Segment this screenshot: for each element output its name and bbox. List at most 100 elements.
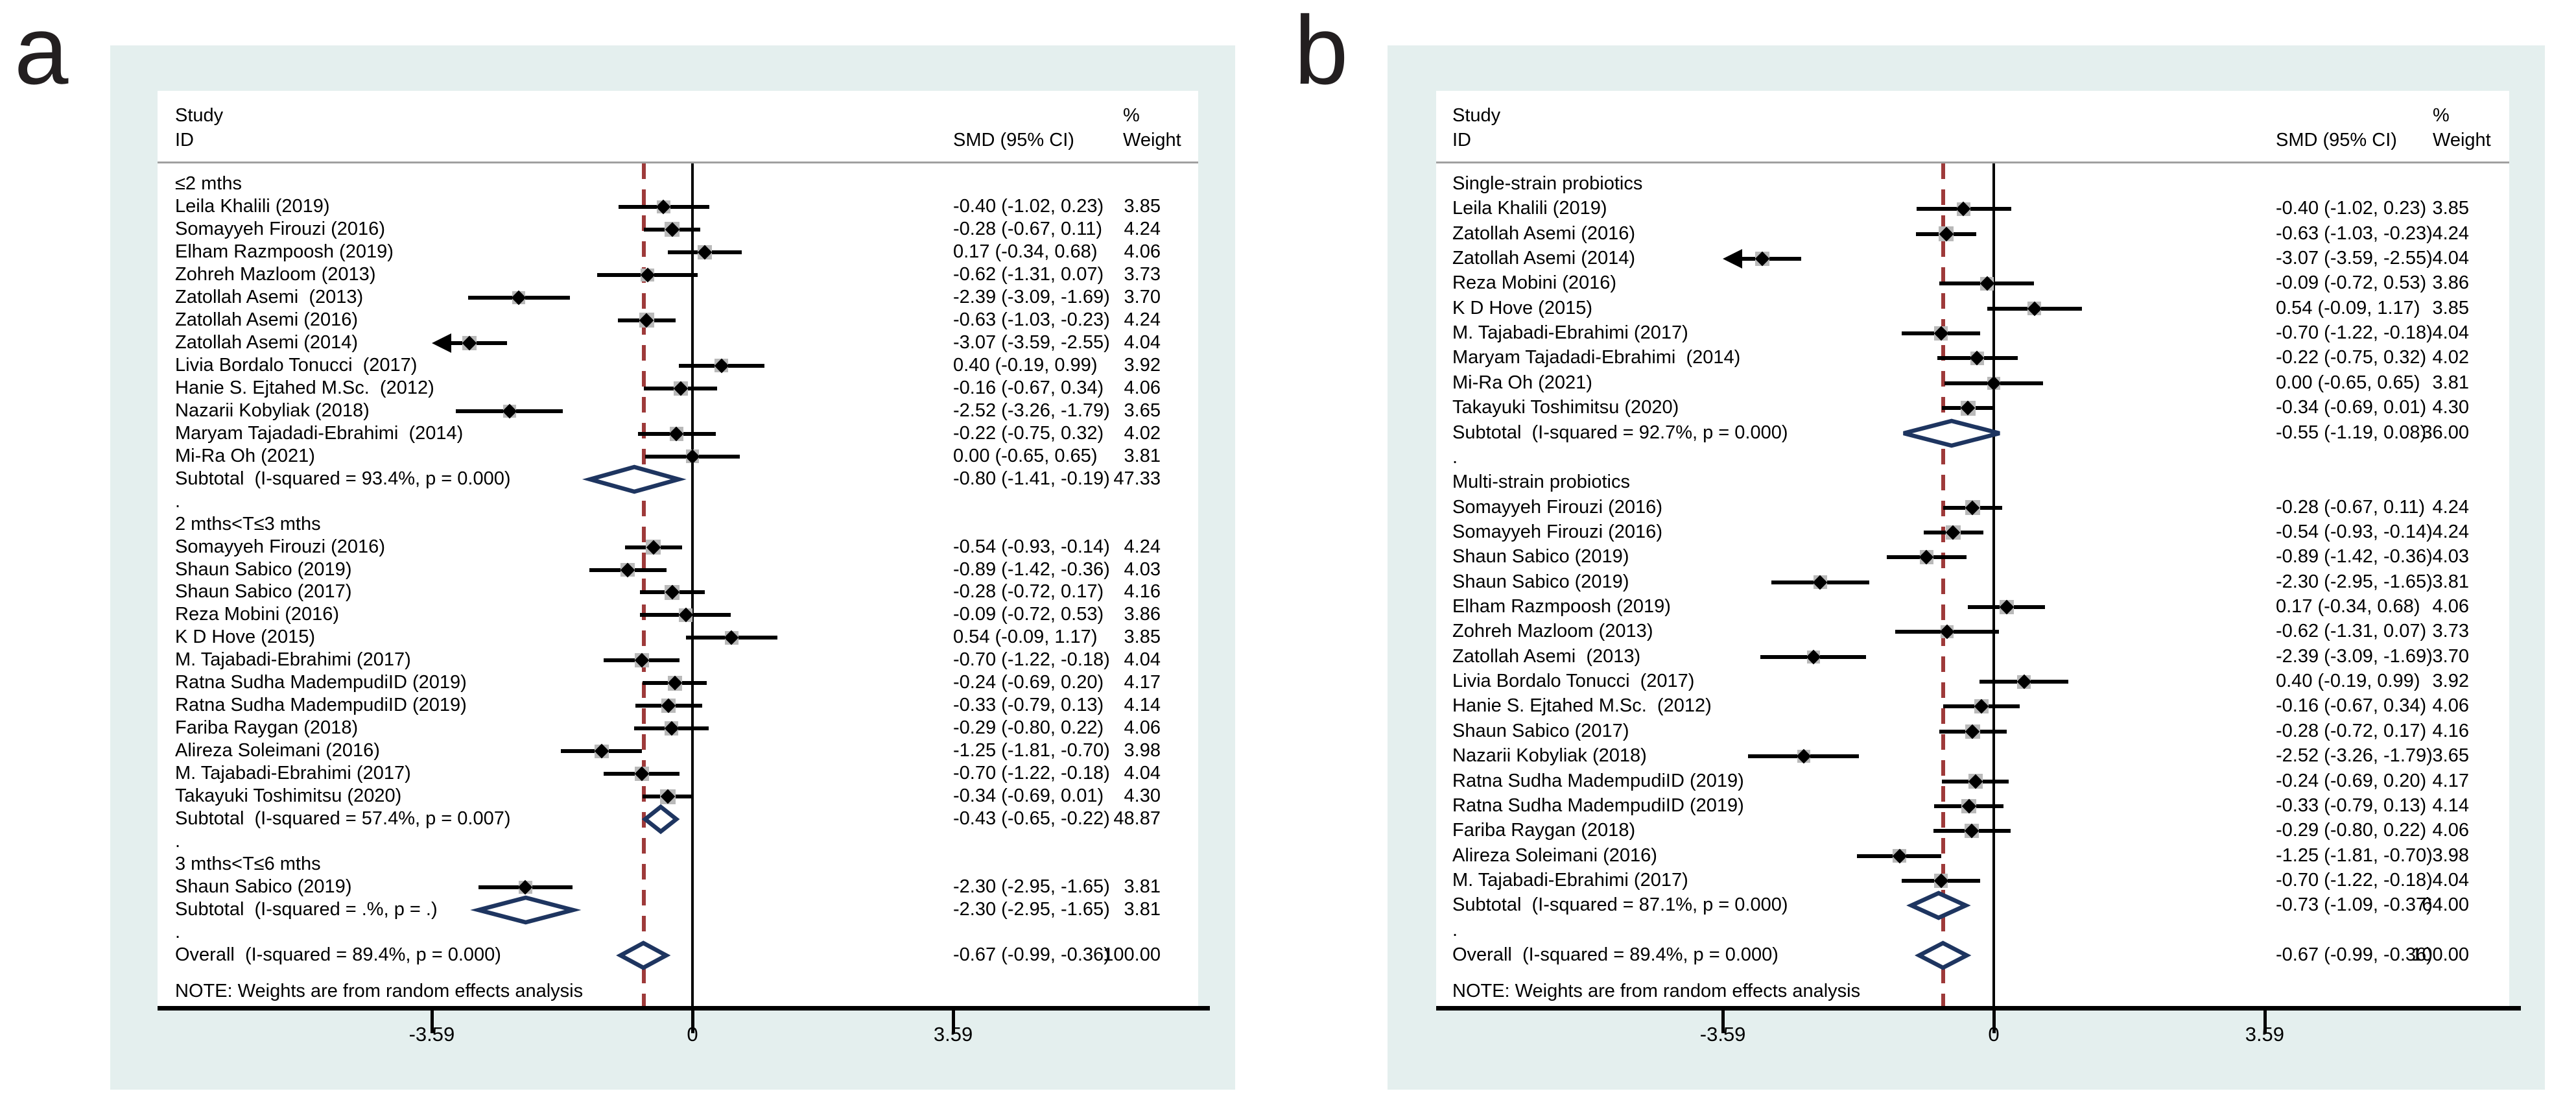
header-smd-ci: SMD (95% CI) <box>2276 130 2397 150</box>
subtotal-diamond <box>469 895 582 925</box>
study-label: Zatollah Asemi (2014) <box>1452 248 1636 269</box>
smd-ci-value: -0.62 (-1.31, 0.07) <box>2276 621 2427 642</box>
weight-value: 3.98 <box>2432 844 2469 866</box>
study-label: Livia Bordalo Tonucci (2017) <box>175 354 418 376</box>
weight-value: 4.04 <box>1124 763 1161 784</box>
weight-value: 3.85 <box>2432 198 2469 219</box>
axis-tick <box>430 1010 434 1033</box>
weight-value: 3.98 <box>1124 740 1161 761</box>
weight-value: 4.24 <box>2432 496 2469 518</box>
null-effect-line <box>1992 163 1995 1006</box>
weight-value: 4.06 <box>2432 695 2469 717</box>
smd-ci-value: -0.28 (-0.67, 0.11) <box>2276 496 2425 518</box>
weight-value: 4.24 <box>1124 536 1161 557</box>
study-label: Nazarii Kobyliak (2018) <box>175 400 370 421</box>
smd-ci-value: -0.33 (-0.79, 0.13) <box>953 695 1104 716</box>
study-label: Ratna Sudha MadempudiID (2019) <box>1452 795 1744 816</box>
smd-ci-value: -0.63 (-1.03, -0.23) <box>953 309 1110 330</box>
weight-value: 4.17 <box>2432 770 2469 791</box>
axis-tick-label: 0 <box>1988 1023 2000 1046</box>
subtotal-label: Subtotal (I-squared = .%, p = .) <box>175 899 438 920</box>
header-separator <box>1436 162 2509 163</box>
separator-dot: . <box>1452 919 1458 940</box>
null-effect-line <box>691 163 694 1006</box>
smd-ci-value: -0.09 (-0.72, 0.53) <box>953 604 1104 625</box>
study-label: M. Tajabadi-Ebrahimi (2017) <box>175 649 411 671</box>
weight-value: 4.16 <box>1124 581 1161 603</box>
study-label: Leila Khalili (2019) <box>1452 198 1607 219</box>
weight-value: 3.81 <box>1124 899 1161 920</box>
study-label: K D Hove (2015) <box>1452 297 1592 318</box>
panel-a-letter: a <box>14 0 69 104</box>
smd-ci-value: -0.34 (-0.69, 0.01) <box>953 785 1104 807</box>
ci-line <box>448 341 508 345</box>
overall-diamond <box>616 940 671 970</box>
weight-value: 4.02 <box>2432 347 2469 368</box>
header-weight: Weight <box>1123 130 1181 150</box>
smd-ci-value: 0.17 (-0.34, 0.68) <box>2276 596 2420 617</box>
weight-value: 3.81 <box>1124 876 1161 898</box>
weight-value: 3.92 <box>1124 354 1161 376</box>
weight-value: 47.33 <box>1113 468 1161 489</box>
weight-value: 64.00 <box>2422 894 2469 916</box>
weight-value: 3.65 <box>2432 745 2469 767</box>
study-label: Elham Razmpoosh (2019) <box>1452 596 1671 617</box>
study-label: Fariba Raygan (2018) <box>1452 820 1636 841</box>
subtotal-label: Subtotal (I-squared = 92.7%, p = 0.000) <box>1452 422 1788 443</box>
smd-ci-value: 0.54 (-0.09, 1.17) <box>953 627 1098 648</box>
smd-ci-value: -0.67 (-0.99, -0.36) <box>2276 944 2433 965</box>
weight-value: 36.00 <box>2422 422 2469 443</box>
weight-value: 3.86 <box>2432 272 2469 294</box>
subtotal-diamond <box>641 804 680 835</box>
study-label: Somayyeh Firouzi (2016) <box>1452 521 1662 542</box>
study-label: Zatollah Asemi (2013) <box>175 286 364 307</box>
overall-diamond <box>1914 940 1972 970</box>
x-axis-line <box>1436 1006 2521 1011</box>
weight-value: 100.00 <box>1103 944 1161 965</box>
study-label: Zatollah Asemi (2014) <box>175 331 359 353</box>
weight-value: 3.70 <box>2432 645 2469 667</box>
weight-value: 48.87 <box>1113 808 1161 830</box>
study-label: Shaun Sabico (2019) <box>1452 546 1629 568</box>
weight-value: 4.30 <box>2432 397 2469 418</box>
study-label: Ratna Sudha MadempudiID (2019) <box>175 672 467 693</box>
study-label: Fariba Raygan (2018) <box>175 717 359 739</box>
header-weight: Weight <box>2433 130 2491 150</box>
smd-ci-value: -3.07 (-3.59, -2.55) <box>953 331 1110 353</box>
axis-tick-label: 3.59 <box>2245 1023 2285 1046</box>
smd-ci-value: -0.29 (-0.80, 0.22) <box>2276 820 2427 841</box>
smd-ci-value: -0.55 (-1.19, 0.08) <box>2276 422 2427 443</box>
weight-value: 4.06 <box>1124 241 1161 262</box>
study-label: Somayyeh Firouzi (2016) <box>175 536 385 557</box>
smd-ci-value: -1.25 (-1.81, -0.70) <box>953 740 1110 761</box>
subtotal-label: Subtotal (I-squared = 93.4%, p = 0.000) <box>175 468 511 489</box>
study-label: Maryam Tajadadi-Ebrahimi (2014) <box>1452 347 1741 368</box>
header-study-line1: Study <box>1452 105 1501 126</box>
weight-value: 4.03 <box>1124 558 1161 580</box>
study-label: Reza Mobini (2016) <box>1452 272 1617 294</box>
smd-ci-value: -0.89 (-1.42, -0.36) <box>953 558 1110 580</box>
weight-value: 4.24 <box>1124 309 1161 330</box>
weight-value: 100.00 <box>2411 944 2469 965</box>
weight-value: 4.04 <box>2432 248 2469 269</box>
weight-value: 4.04 <box>2432 322 2469 344</box>
smd-ci-value: -0.22 (-0.75, 0.32) <box>953 422 1104 444</box>
smd-ci-value: -1.25 (-1.81, -0.70) <box>2276 844 2433 866</box>
weight-value: 3.85 <box>1124 627 1161 648</box>
weight-value: 3.81 <box>1124 445 1161 466</box>
overall-label: Overall (I-squared = 89.4%, p = 0.000) <box>1452 944 1778 965</box>
panel-b-letter: b <box>1294 0 1349 104</box>
smd-ci-value: -0.89 (-1.42, -0.36) <box>2276 546 2433 568</box>
smd-ci-value: -2.52 (-3.26, -1.79) <box>953 400 1110 421</box>
study-label: Maryam Tajadadi-Ebrahimi (2014) <box>175 422 464 444</box>
study-label: Alireza Soleimani (2016) <box>1452 844 1657 866</box>
study-label: M. Tajabadi-Ebrahimi (2017) <box>175 763 411 784</box>
study-label: Shaun Sabico (2019) <box>175 558 352 580</box>
smd-ci-value: -0.54 (-0.93, -0.14) <box>953 536 1110 557</box>
ci-line <box>1740 257 1802 261</box>
weight-value: 3.92 <box>2432 671 2469 692</box>
header-study-line2: ID <box>1452 130 1471 150</box>
study-label: Zatollah Asemi (2016) <box>175 309 359 330</box>
smd-ci-value: -0.28 (-0.72, 0.17) <box>2276 720 2427 741</box>
study-label: Elham Razmpoosh (2019) <box>175 241 394 262</box>
